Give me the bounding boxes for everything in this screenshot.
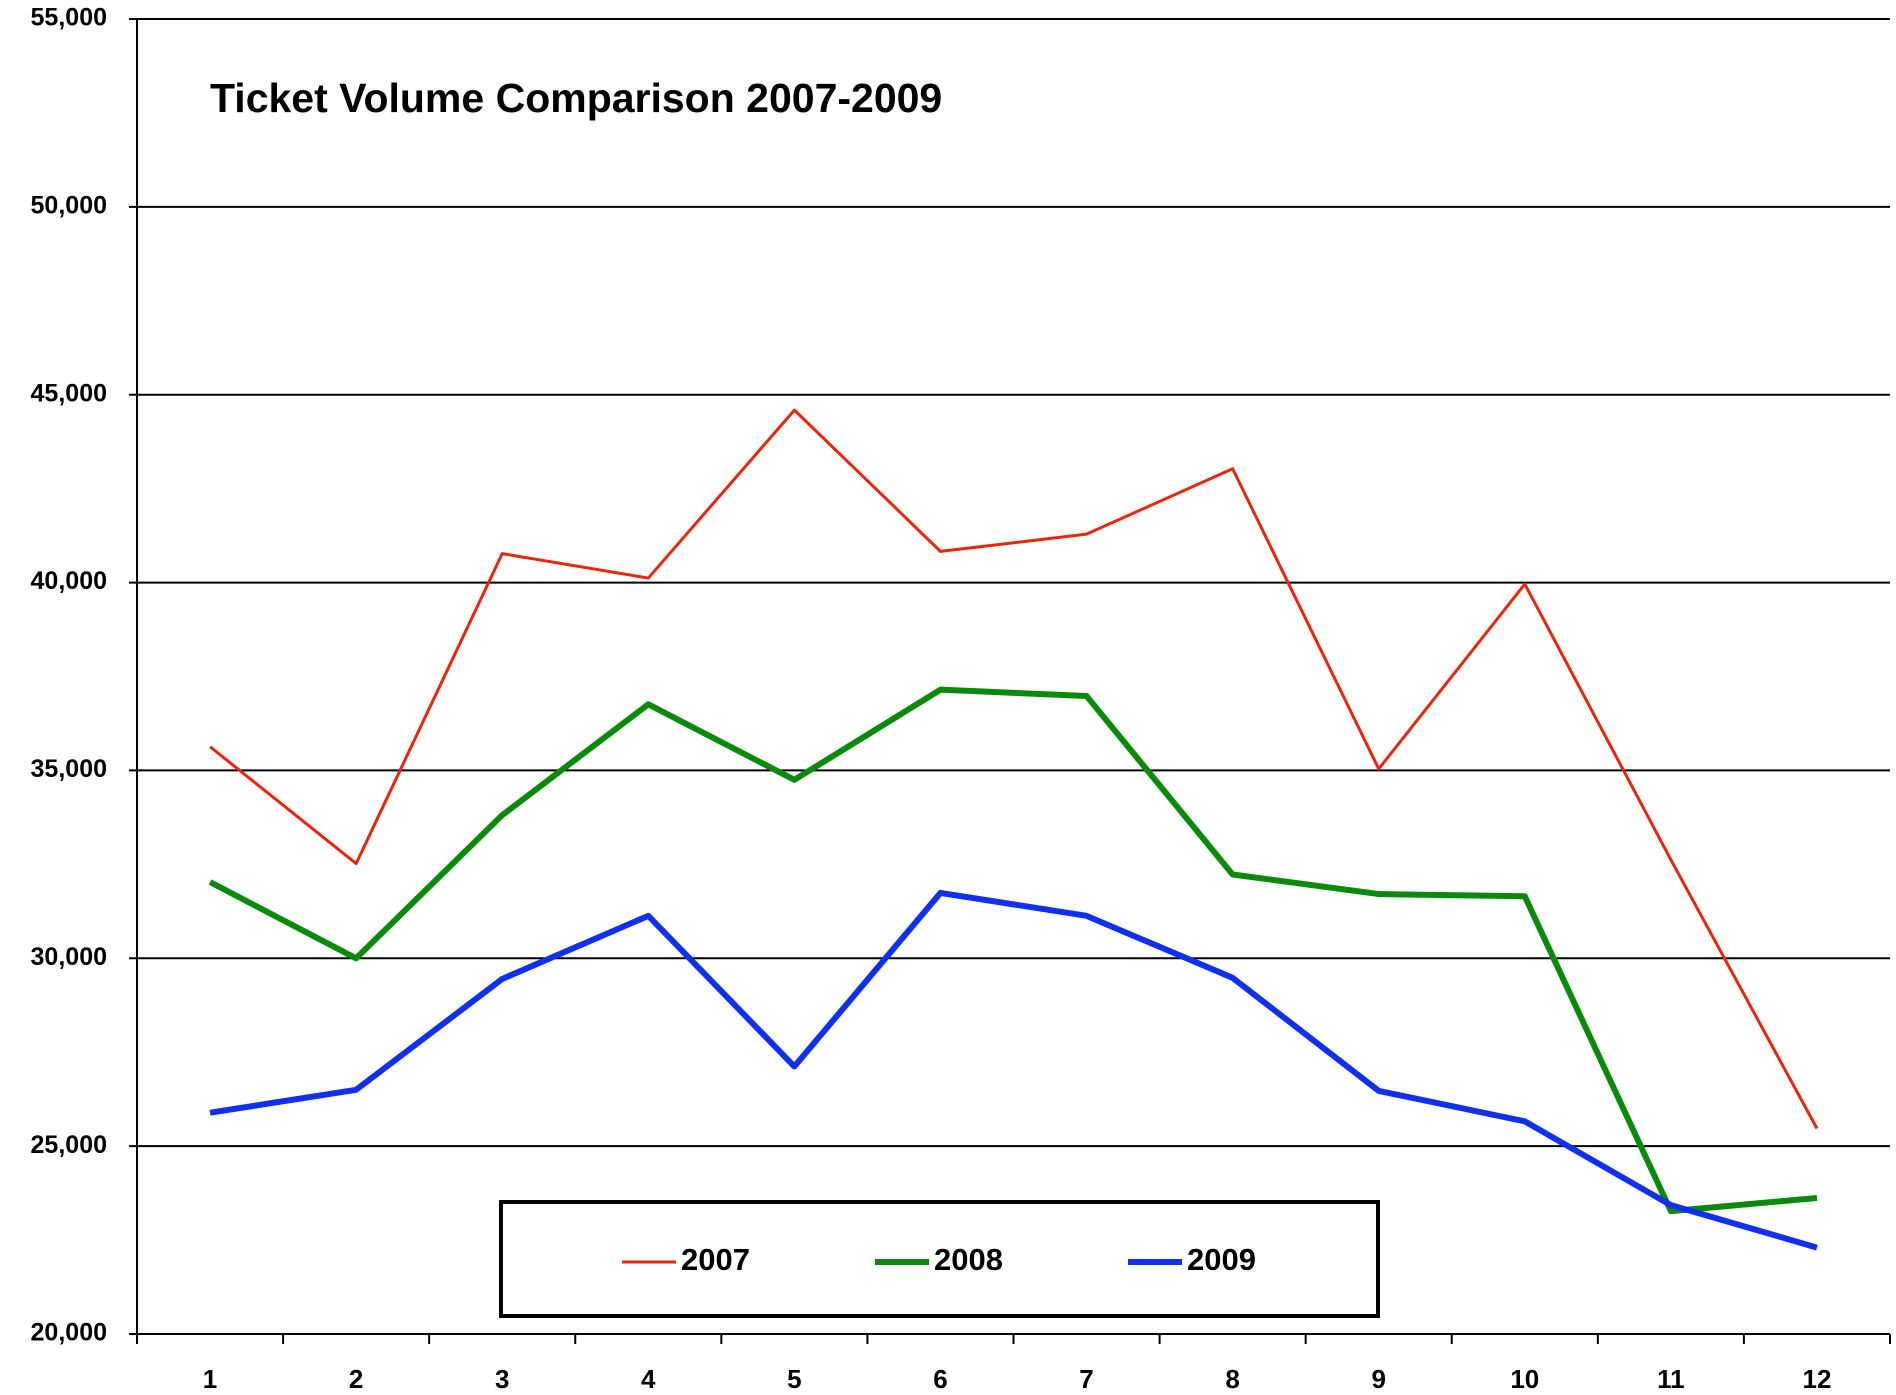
y-tick-label: 50,000	[31, 191, 107, 219]
legend-label: 2009	[1187, 1242, 1256, 1277]
y-tick-label: 55,000	[31, 4, 107, 32]
legend-box	[499, 1200, 1380, 1318]
x-tick-label: 6	[933, 1364, 947, 1394]
series-line	[208, 686, 1818, 1215]
x-tick-label: 3	[495, 1364, 509, 1394]
legend-label: 2007	[681, 1242, 750, 1277]
series-line	[209, 889, 1818, 1251]
x-tick-label: 12	[1802, 1364, 1831, 1394]
y-tick-label: 20,000	[31, 1319, 107, 1347]
y-tick-label: 40,000	[31, 567, 107, 595]
x-tick-label: 2	[349, 1364, 363, 1394]
x-tick-label: 1	[203, 1364, 217, 1394]
chart-title: Ticket Volume Comparison 2007-2009	[210, 75, 942, 121]
x-tick-label: 9	[1371, 1364, 1385, 1394]
x-tick-label: 7	[1079, 1364, 1093, 1394]
x-tick-label: 5	[787, 1364, 801, 1394]
x-tick-label: 4	[641, 1364, 656, 1394]
y-tick-label: 25,000	[31, 1131, 107, 1159]
y-tick-label: 45,000	[31, 379, 107, 407]
y-tick-label: 35,000	[31, 755, 107, 783]
series-line	[209, 408, 1819, 1130]
x-tick-label: 8	[1225, 1364, 1239, 1394]
x-tick-label: 11	[1657, 1364, 1685, 1394]
legend-label: 2008	[934, 1242, 1003, 1277]
x-tick-label: 10	[1510, 1364, 1539, 1394]
y-tick-label: 30,000	[31, 943, 107, 971]
